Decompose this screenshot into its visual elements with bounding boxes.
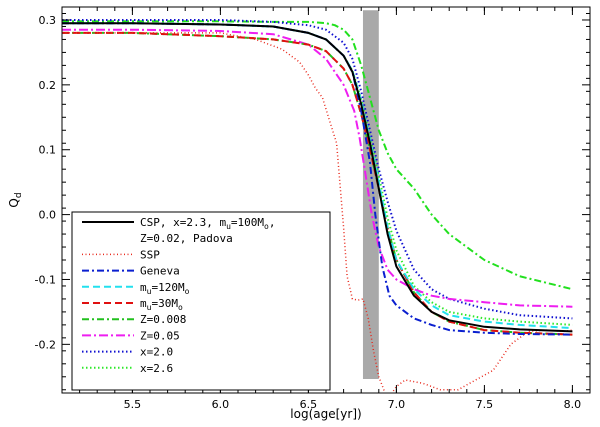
legend-label-7: Z=0.05: [140, 329, 180, 342]
shaded-band: [362, 10, 379, 380]
y-tick-label: 0.2: [39, 79, 57, 92]
y-tick-label: 0.1: [39, 144, 57, 157]
legend-label-part: ,: [269, 216, 276, 229]
series-line-9: [62, 22, 573, 326]
legend-label-6: Z=0.008: [140, 313, 186, 326]
legend-label-part: x=2.6: [140, 362, 173, 375]
legend-label-part: CSP, x=2.3, m: [140, 216, 226, 229]
y-axis-label: Qd: [7, 192, 24, 207]
series-line-10: [62, 20, 573, 291]
legend-subscript: o: [264, 222, 269, 231]
legend-label-part: Z=0.02, Padova: [140, 232, 233, 245]
legend-subscript: o: [185, 287, 190, 296]
series-line-7: [62, 28, 573, 308]
legend-subscript: u: [147, 287, 152, 296]
x-axis-label: log(age[yr]): [290, 407, 361, 421]
ticks-layer: 5.5 6.0 6.5 7.0 7.5 8.0 0.3 0.2 0.1 0.0 -0.1 -0.2: [35, 7, 590, 411]
legend-label-part: =100M: [231, 216, 264, 229]
y-tick-label: -0.1: [35, 273, 56, 286]
legend-label-5: mu=30Mo: [140, 297, 183, 312]
legend-label-part: x=2.0: [140, 346, 173, 359]
legend-label-part: Geneva: [140, 265, 180, 278]
shaded-band-layer: [362, 10, 379, 380]
series-layer: [62, 19, 573, 393]
legend-label-2: SSP: [140, 248, 160, 261]
legend-subscript: o: [178, 303, 183, 312]
x-tick-label: 6.0: [212, 398, 230, 411]
series-line-1: [62, 22, 573, 333]
legend-label-8: x=2.0: [140, 346, 173, 359]
legend-label-part: Z=0.008: [140, 313, 186, 326]
y-tick-label: 0.3: [39, 14, 57, 27]
legend-label-9: x=2.6: [140, 362, 173, 375]
legend-label-part: Z=0.05: [140, 329, 180, 342]
y-tick-label: 0.0: [39, 209, 57, 222]
y-axis-label-main: Q: [7, 198, 21, 207]
legend-label-part: =30M: [151, 297, 178, 310]
legend-label-part: m: [140, 281, 147, 294]
x-tick-label: 7.5: [476, 398, 494, 411]
series-line-5: [62, 31, 573, 336]
series-line-2: [62, 32, 573, 393]
legend-label-1: Z=0.02, Padova: [140, 232, 233, 245]
legend-label-1: CSP, x=2.3, mu=100Mo,: [140, 216, 276, 231]
x-tick-label: 7.0: [388, 398, 406, 411]
y-axis-label-sub: d: [14, 192, 24, 198]
legend-label-part: SSP: [140, 248, 160, 261]
legend-subscript: u: [226, 222, 231, 231]
legend-label-4: mu=120Mo: [140, 281, 190, 296]
legend: CSP, x=2.3, mu=100Mo, Z=0.02, PadovaSSPG…: [71, 211, 331, 391]
legend-label-3: Geneva: [140, 265, 180, 278]
y-tick-label: -0.2: [35, 338, 56, 351]
legend-label-part: =120M: [151, 281, 184, 294]
x-tick-label: 5.5: [124, 398, 142, 411]
x-tick-label: 8.0: [564, 398, 582, 411]
legend-box: [71, 211, 331, 391]
series-line-3: [62, 22, 573, 336]
x-tick-label: 6.5: [300, 398, 318, 411]
legend-label-part: m: [140, 297, 147, 310]
legend-subscript: u: [147, 303, 152, 312]
